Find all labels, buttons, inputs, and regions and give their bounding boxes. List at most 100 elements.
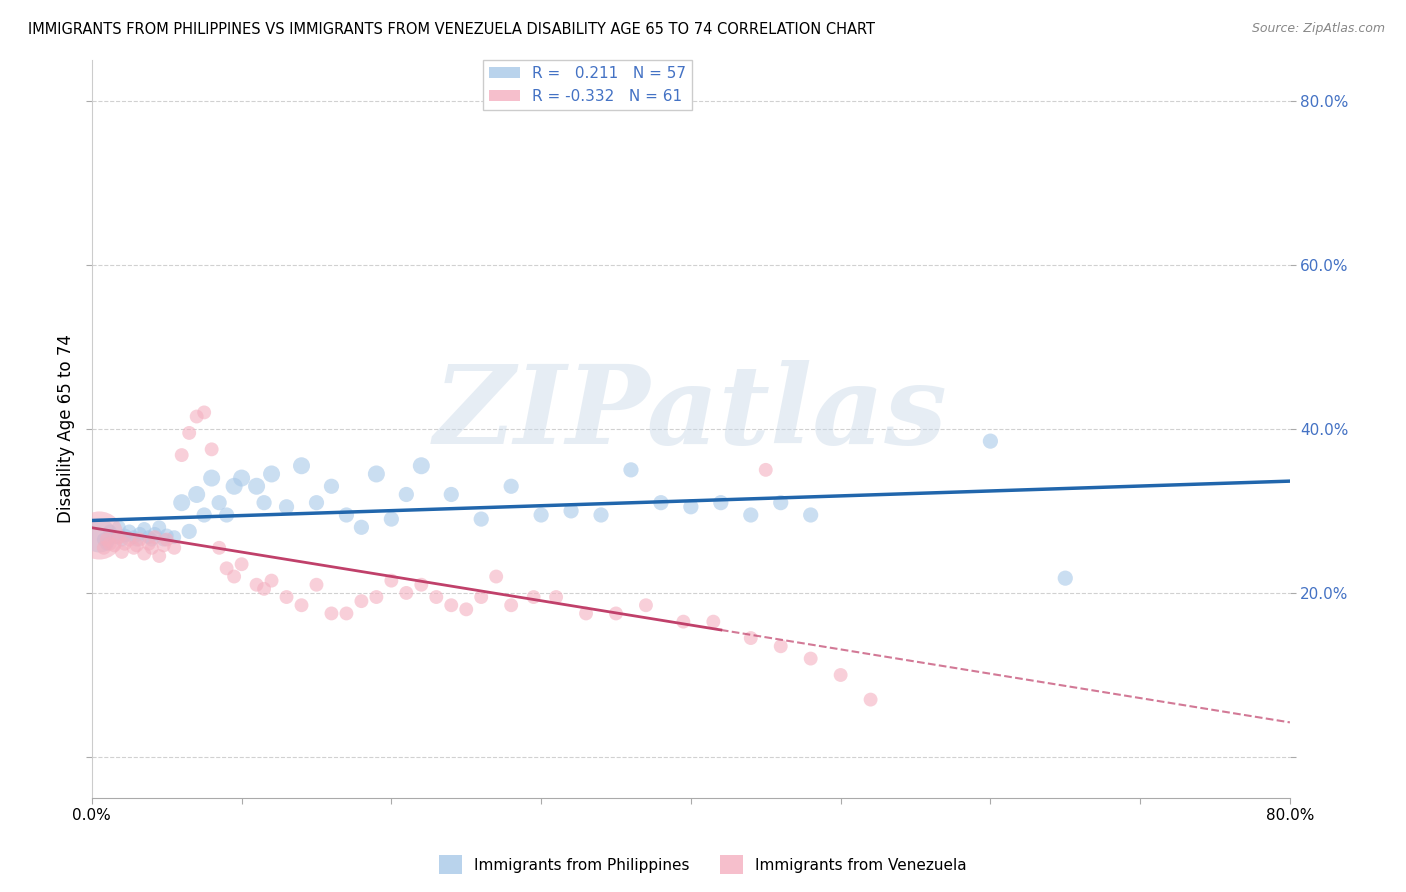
- Point: [305, 578, 328, 592]
- Point: [224, 479, 246, 493]
- Point: [650, 496, 672, 510]
- Point: [138, 530, 160, 544]
- Point: [335, 508, 357, 522]
- Point: [575, 607, 598, 621]
- Point: [179, 524, 201, 539]
- Point: [350, 594, 373, 608]
- Point: [89, 528, 111, 542]
- Point: [350, 520, 373, 534]
- Point: [470, 590, 492, 604]
- Point: [276, 590, 298, 604]
- Point: [215, 508, 238, 522]
- Point: [260, 574, 283, 588]
- Point: [193, 405, 215, 419]
- Point: [702, 615, 724, 629]
- Point: [208, 496, 231, 510]
- Point: [560, 504, 582, 518]
- Point: [672, 615, 695, 629]
- Point: [96, 537, 118, 551]
- Point: [740, 631, 762, 645]
- Point: [163, 541, 186, 555]
- Point: [122, 541, 145, 555]
- Point: [152, 538, 174, 552]
- Point: [440, 487, 463, 501]
- Point: [425, 590, 447, 604]
- Point: [156, 528, 179, 542]
- Point: [321, 607, 343, 621]
- Point: [170, 448, 193, 462]
- Point: [395, 487, 418, 501]
- Point: [89, 528, 111, 542]
- Text: IMMIGRANTS FROM PHILIPPINES VS IMMIGRANTS FROM VENEZUELA DISABILITY AGE 65 TO 74: IMMIGRANTS FROM PHILIPPINES VS IMMIGRANT…: [28, 22, 875, 37]
- Point: [290, 458, 312, 473]
- Point: [366, 590, 388, 604]
- Point: [103, 538, 125, 552]
- Point: [186, 409, 208, 424]
- Point: [141, 533, 163, 547]
- Point: [143, 530, 166, 544]
- Point: [411, 578, 433, 592]
- Point: [523, 590, 546, 604]
- Point: [769, 640, 792, 654]
- Point: [470, 512, 492, 526]
- Point: [634, 599, 657, 613]
- Point: [1054, 571, 1077, 585]
- Point: [231, 558, 253, 572]
- Point: [830, 668, 852, 682]
- Legend: R =   0.211   N = 57, R = -0.332   N = 61: R = 0.211 N = 57, R = -0.332 N = 61: [482, 60, 692, 110]
- Point: [755, 463, 778, 477]
- Point: [118, 533, 141, 547]
- Y-axis label: Disability Age 65 to 74: Disability Age 65 to 74: [58, 334, 75, 524]
- Point: [501, 479, 523, 493]
- Point: [546, 590, 568, 604]
- Point: [485, 569, 508, 583]
- Point: [179, 425, 201, 440]
- Point: [859, 692, 882, 706]
- Point: [122, 530, 145, 544]
- Point: [93, 533, 115, 547]
- Point: [201, 442, 224, 457]
- Point: [111, 545, 134, 559]
- Point: [253, 582, 276, 596]
- Legend: Immigrants from Philippines, Immigrants from Venezuela: Immigrants from Philippines, Immigrants …: [433, 849, 973, 880]
- Point: [128, 533, 150, 547]
- Point: [107, 520, 129, 534]
- Point: [501, 599, 523, 613]
- Point: [589, 508, 612, 522]
- Point: [98, 537, 121, 551]
- Point: [335, 607, 357, 621]
- Point: [800, 651, 823, 665]
- Point: [152, 533, 174, 547]
- Point: [530, 508, 553, 522]
- Point: [215, 561, 238, 575]
- Text: ZIPatlas: ZIPatlas: [434, 360, 948, 467]
- Point: [253, 496, 276, 510]
- Point: [710, 496, 733, 510]
- Point: [141, 541, 163, 555]
- Point: [170, 496, 193, 510]
- Point: [193, 508, 215, 522]
- Point: [96, 533, 118, 547]
- Point: [114, 537, 136, 551]
- Point: [156, 533, 179, 547]
- Point: [93, 541, 115, 555]
- Point: [395, 586, 418, 600]
- Point: [148, 520, 170, 534]
- Point: [148, 549, 170, 563]
- Point: [411, 458, 433, 473]
- Point: [260, 467, 283, 481]
- Point: [125, 538, 148, 552]
- Point: [128, 526, 150, 541]
- Point: [605, 607, 627, 621]
- Point: [231, 471, 253, 485]
- Point: [800, 508, 823, 522]
- Point: [186, 487, 208, 501]
- Point: [125, 533, 148, 547]
- Point: [380, 512, 402, 526]
- Point: [305, 496, 328, 510]
- Point: [163, 530, 186, 544]
- Point: [98, 524, 121, 539]
- Point: [979, 434, 1001, 449]
- Point: [366, 467, 388, 481]
- Point: [134, 547, 156, 561]
